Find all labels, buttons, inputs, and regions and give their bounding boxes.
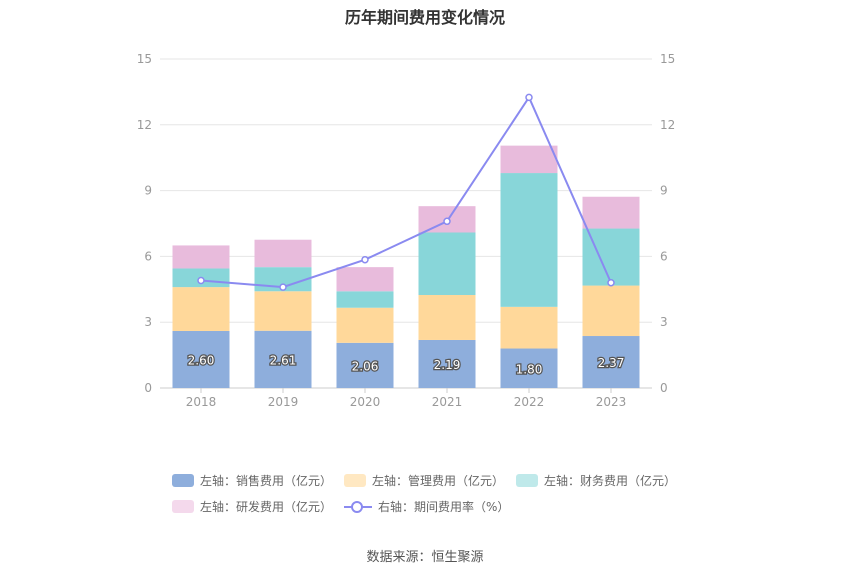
legend-swatch-admin	[344, 474, 366, 487]
bar-2023-series-3	[582, 196, 640, 229]
legend-line-icon	[344, 500, 372, 514]
data-label-2018: 2.60	[188, 353, 215, 367]
x-tick-2020: 2020	[350, 395, 381, 409]
ratio-point-2021	[443, 217, 451, 226]
legend-swatch-finance	[516, 474, 538, 487]
y-tick-left-0: 0	[144, 381, 152, 395]
x-tick-2022: 2022	[514, 395, 545, 409]
y-tick-right-5: 15	[660, 52, 675, 66]
x-tick-2021: 2021	[432, 395, 463, 409]
bar-2023-series-0	[582, 336, 640, 388]
y-tick-left-5: 15	[137, 52, 152, 66]
ratio-point-2020	[361, 255, 369, 264]
legend-label-ratio: 右轴：期间费用率（%）	[378, 500, 510, 514]
data-label-2022: 1.80	[516, 362, 543, 376]
legend-label-rd: 左轴：研发费用（亿元）	[200, 500, 333, 514]
bar-2018-series-0	[172, 330, 230, 388]
y-tick-right-0: 0	[660, 381, 668, 395]
legend-item-finance[interactable]: 左轴：财务费用（亿元）	[516, 472, 676, 489]
y-tick-right-1: 3	[660, 315, 668, 329]
y-tick-left-2: 6	[144, 249, 152, 263]
ratio-point-2022	[525, 93, 533, 102]
bar-2018-series-1	[172, 287, 230, 331]
bar-2022-series-0	[500, 348, 558, 388]
data-source: 数据来源：恒生聚源	[366, 550, 484, 565]
bar-2022-series-1	[500, 306, 558, 349]
bar-2020-series-3	[336, 267, 394, 292]
ratio-point-2023	[607, 278, 615, 287]
legend-label-finance: 左轴：财务费用（亿元）	[544, 474, 677, 488]
legend-label-admin: 左轴：管理费用（亿元）	[372, 474, 505, 488]
bar-2018-series-3	[172, 245, 230, 269]
x-tick-2019: 2019	[268, 395, 299, 409]
legend-item-ratio[interactable]: 右轴：期间费用率（%）	[344, 498, 509, 515]
bar-2020-series-1	[336, 307, 394, 343]
bar-2021-series-1	[418, 295, 476, 340]
y-tick-right-2: 6	[660, 249, 668, 263]
data-label-2019: 2.61	[270, 353, 297, 367]
legend-swatch-sales	[172, 474, 194, 487]
legend-label-sales: 左轴：销售费用（亿元）	[200, 474, 333, 488]
ratio-point-2018	[197, 276, 205, 285]
data-label-2021: 2.19	[434, 358, 461, 372]
bar-2019-series-0	[254, 330, 312, 388]
bar-2022-series-2	[500, 173, 558, 307]
legend-swatch-rd	[172, 500, 194, 513]
bar-2019-series-1	[254, 291, 312, 331]
chart-area: 0 0 3 3 6 6 9 9 12 12 15 15 2018 2019 2020 2021 2022 2023…	[137, 52, 676, 409]
y-tick-right-3: 9	[660, 184, 668, 198]
x-tick-2018: 2018	[186, 395, 217, 409]
y-tick-left-4: 12	[137, 118, 152, 132]
data-label-2023: 2.37	[598, 356, 625, 370]
legend-item-sales[interactable]: 左轴：销售费用（亿元）	[172, 472, 332, 489]
legend-item-admin[interactable]: 左轴：管理费用（亿元）	[344, 472, 504, 489]
legend-item-rd[interactable]: 左轴：研发费用（亿元）	[172, 498, 332, 515]
bar-2019-series-3	[254, 239, 312, 268]
y-tick-right-4: 12	[660, 118, 675, 132]
bar-2023-series-1	[582, 285, 640, 337]
y-tick-left-3: 9	[144, 184, 152, 198]
ratio-point-2019	[279, 283, 287, 291]
bar-2021-series-0	[418, 339, 476, 388]
data-label-2020: 2.06	[352, 359, 379, 373]
x-tick-2023: 2023	[596, 395, 627, 409]
bar-2020-series-2	[336, 291, 394, 308]
bar-2022-series-3	[500, 145, 558, 174]
chart-title: 历年期间费用变化情况	[344, 8, 505, 27]
y-tick-left-1: 3	[144, 315, 152, 329]
bar-2021-series-2	[418, 232, 476, 296]
bar-2020-series-0	[336, 342, 394, 388]
ratio-line	[200, 95, 612, 289]
